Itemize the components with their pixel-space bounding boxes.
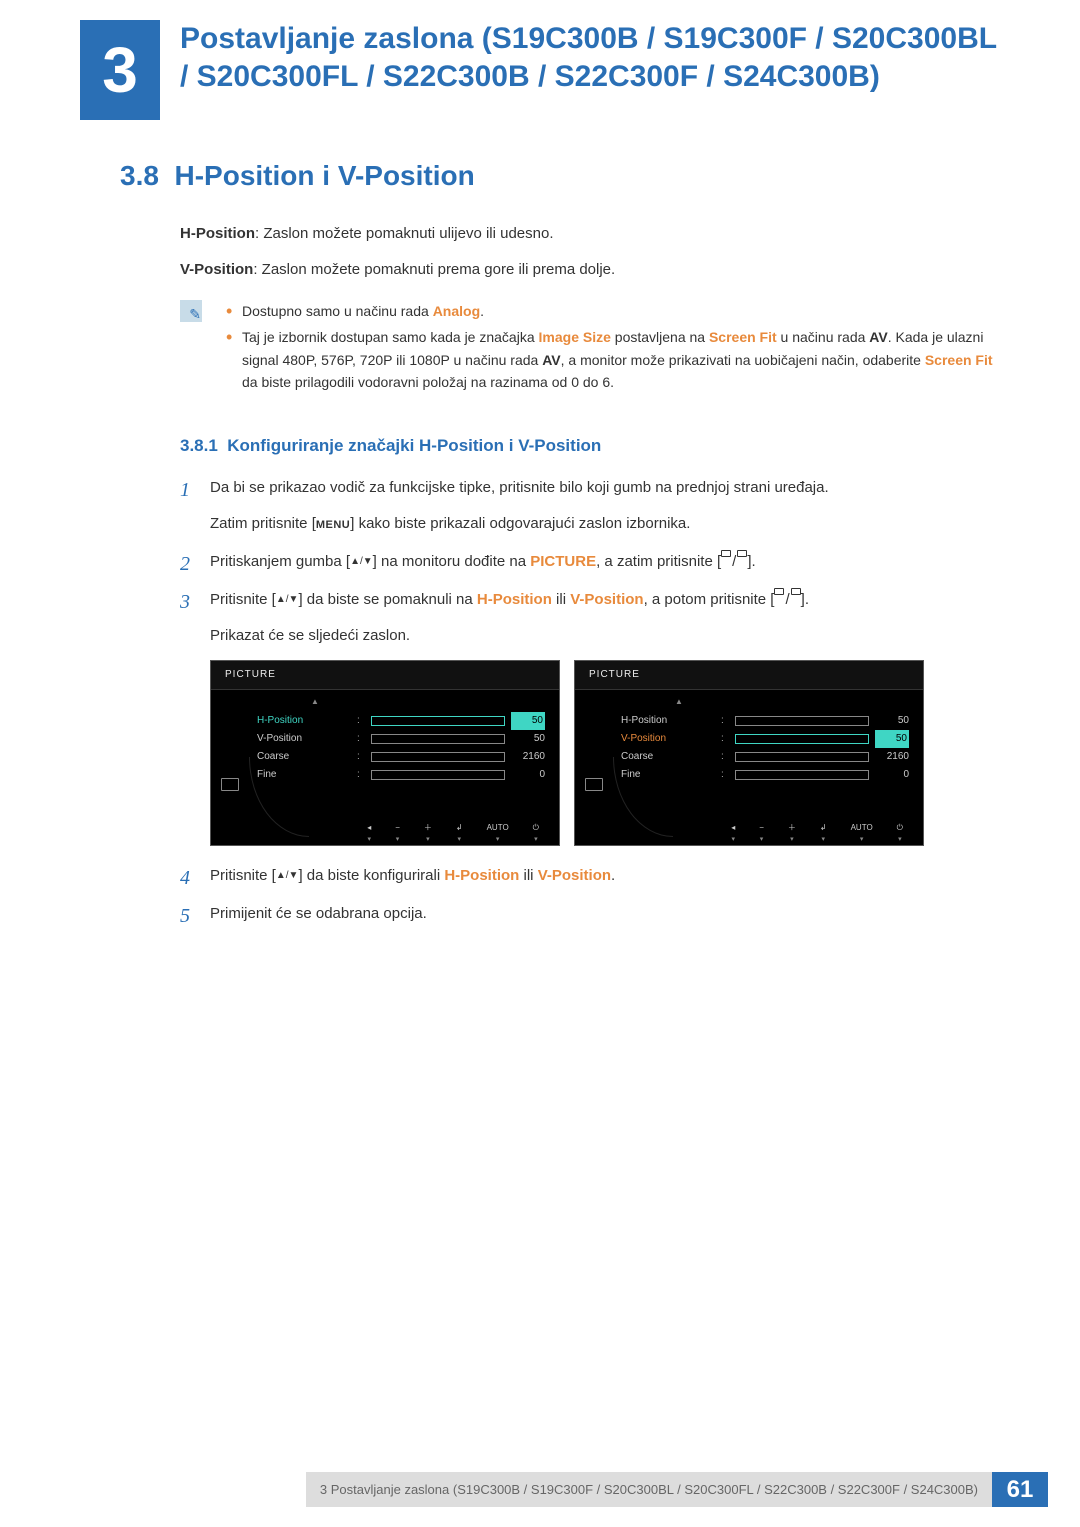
osd-row-value: 50 xyxy=(875,730,909,748)
section-title: H-Position i V-Position xyxy=(175,160,475,191)
osd-panel-left: PICTURE H-Position:50V-Position:50Coarse… xyxy=(210,660,560,847)
osd-slider xyxy=(371,752,505,762)
osd-footer-icon: ◂ xyxy=(367,822,371,835)
steps-list: 1 Da bi se prikazao vodič za funkcijske … xyxy=(180,476,1000,927)
osd-slider xyxy=(735,716,869,726)
osd-row-value: 0 xyxy=(511,767,545,783)
page-header: 3 Postavljanje zaslona (S19C300B / S19C3… xyxy=(0,0,1080,160)
osd-footer: ◂ − ＋ ↲ AUTO ⏻ xyxy=(575,816,923,845)
osd-row-value: 2160 xyxy=(511,749,545,765)
definitions-block: H-Position: Zaslon možete pomaknuti ulij… xyxy=(180,222,1000,282)
screen-icon xyxy=(585,778,603,791)
step-5: 5 Primijenit će se odabrana opcija. xyxy=(180,902,1000,926)
osd-footer-icon: AUTO xyxy=(487,822,509,835)
note-item-2: Taj je izbornik dostupan samo kada je zn… xyxy=(222,326,1000,393)
step-1-p2: Zatim pritisnite [MENU] kako biste prika… xyxy=(210,512,1000,536)
osd-slider xyxy=(735,734,869,744)
osd-row-value: 50 xyxy=(875,713,909,729)
step-4: 4 Pritisnite [▲/▼] da biste konfiguriral… xyxy=(180,864,1000,888)
osd-panel-right: PICTURE H-Position:50V-Position:50Coarse… xyxy=(574,660,924,847)
osd-slider xyxy=(371,770,505,780)
osd-slider xyxy=(735,770,869,780)
section-heading: 3.8 H-Position i V-Position xyxy=(120,160,1000,192)
definition-vposition-label: V-Position xyxy=(180,261,253,278)
osd-slider xyxy=(371,716,505,726)
osd-row-value: 50 xyxy=(511,731,545,747)
osd-row-value: 0 xyxy=(875,767,909,783)
osd-footer-icon: ◂ xyxy=(731,822,735,835)
osd-footer-icon: ⏻ xyxy=(533,822,539,835)
osd-row-value: 50 xyxy=(511,712,545,730)
note-item-1: Dostupno samo u načinu rada Analog. xyxy=(222,300,1000,322)
osd-footer-icon: ⏻ xyxy=(897,822,903,835)
definition-vposition-text: : Zaslon možete pomaknuti prema gore ili… xyxy=(253,261,615,278)
up-down-icon: ▲/▼ xyxy=(350,554,373,570)
osd-footer-icon: ＋ xyxy=(788,822,796,835)
screen-icon xyxy=(221,778,239,791)
enter-icon: / xyxy=(774,588,800,612)
osd-screenshots: PICTURE H-Position:50V-Position:50Coarse… xyxy=(210,660,1000,847)
section-number: 3.8 xyxy=(120,160,159,191)
subsection-title: Konfiguriranje značajki H-Position i V-P… xyxy=(227,436,601,455)
osd-row-value: 2160 xyxy=(875,749,909,765)
step-2: 2 Pritiskanjem gumba [▲/▼] na monitoru d… xyxy=(180,550,1000,574)
osd-slider xyxy=(735,752,869,762)
osd-row-label: V-Position xyxy=(257,731,357,747)
page-number: 61 xyxy=(992,1472,1048,1507)
osd-footer-icon: ↲ xyxy=(820,822,827,835)
enter-icon: / xyxy=(721,550,747,574)
osd-slider xyxy=(371,734,505,744)
up-down-icon: ▲/▼ xyxy=(276,592,299,608)
osd-header: PICTURE xyxy=(211,661,559,690)
chapter-number-badge: 3 xyxy=(80,20,160,120)
definition-hposition-label: H-Position xyxy=(180,225,255,242)
osd-footer-icon: AUTO xyxy=(851,822,873,835)
step-1-p1: Da bi se prikazao vodič za funkcijske ti… xyxy=(210,476,1000,500)
definition-vposition: V-Position: Zaslon možete pomaknuti prem… xyxy=(180,258,1000,282)
osd-footer-icon: − xyxy=(759,822,764,835)
note-icon xyxy=(180,300,202,322)
osd-header: PICTURE xyxy=(575,661,923,690)
osd-row: H-Position:50 xyxy=(253,712,549,730)
step-3: 3 Pritisnite [▲/▼] da biste se pomaknuli… xyxy=(180,588,1000,847)
osd-row-label: H-Position xyxy=(621,713,721,729)
definition-hposition: H-Position: Zaslon možete pomaknuti ulij… xyxy=(180,222,1000,246)
osd-row: V-Position:50 xyxy=(617,730,913,748)
osd-row: H-Position:50 xyxy=(617,712,913,730)
note-block: Dostupno samo u načinu rada Analog. Taj … xyxy=(180,300,1000,398)
osd-row-label: V-Position xyxy=(621,731,721,747)
osd-footer: ◂ − ＋ ↲ AUTO ⏻ xyxy=(211,816,559,845)
osd-row: V-Position:50 xyxy=(253,730,549,748)
page-footer: 3 Postavljanje zaslona (S19C300B / S19C3… xyxy=(0,1472,1048,1507)
chapter-title: Postavljanje zaslona (S19C300B / S19C300… xyxy=(180,20,1000,95)
definition-hposition-text: : Zaslon možete pomaknuti ulijevo ili ud… xyxy=(255,225,554,242)
menu-button-label: MENU xyxy=(316,519,350,531)
osd-row-label: H-Position xyxy=(257,713,357,729)
step-1: 1 Da bi se prikazao vodič za funkcijske … xyxy=(180,476,1000,536)
subsection-heading: 3.8.1 Konfiguriranje značajki H-Position… xyxy=(180,436,1000,456)
subsection-number: 3.8.1 xyxy=(180,436,218,455)
up-down-icon: ▲/▼ xyxy=(276,868,299,884)
osd-footer-icon: ＋ xyxy=(424,822,432,835)
note-list: Dostupno samo u načinu rada Analog. Taj … xyxy=(222,300,1000,398)
step-3-p2: Prikazat će se sljedeći zaslon. xyxy=(210,624,1000,648)
osd-footer-icon: ↲ xyxy=(456,822,463,835)
step-5-text: Primijenit će se odabrana opcija. xyxy=(210,905,427,922)
osd-footer-icon: − xyxy=(395,822,400,835)
footer-breadcrumb: 3 Postavljanje zaslona (S19C300B / S19C3… xyxy=(306,1472,992,1507)
